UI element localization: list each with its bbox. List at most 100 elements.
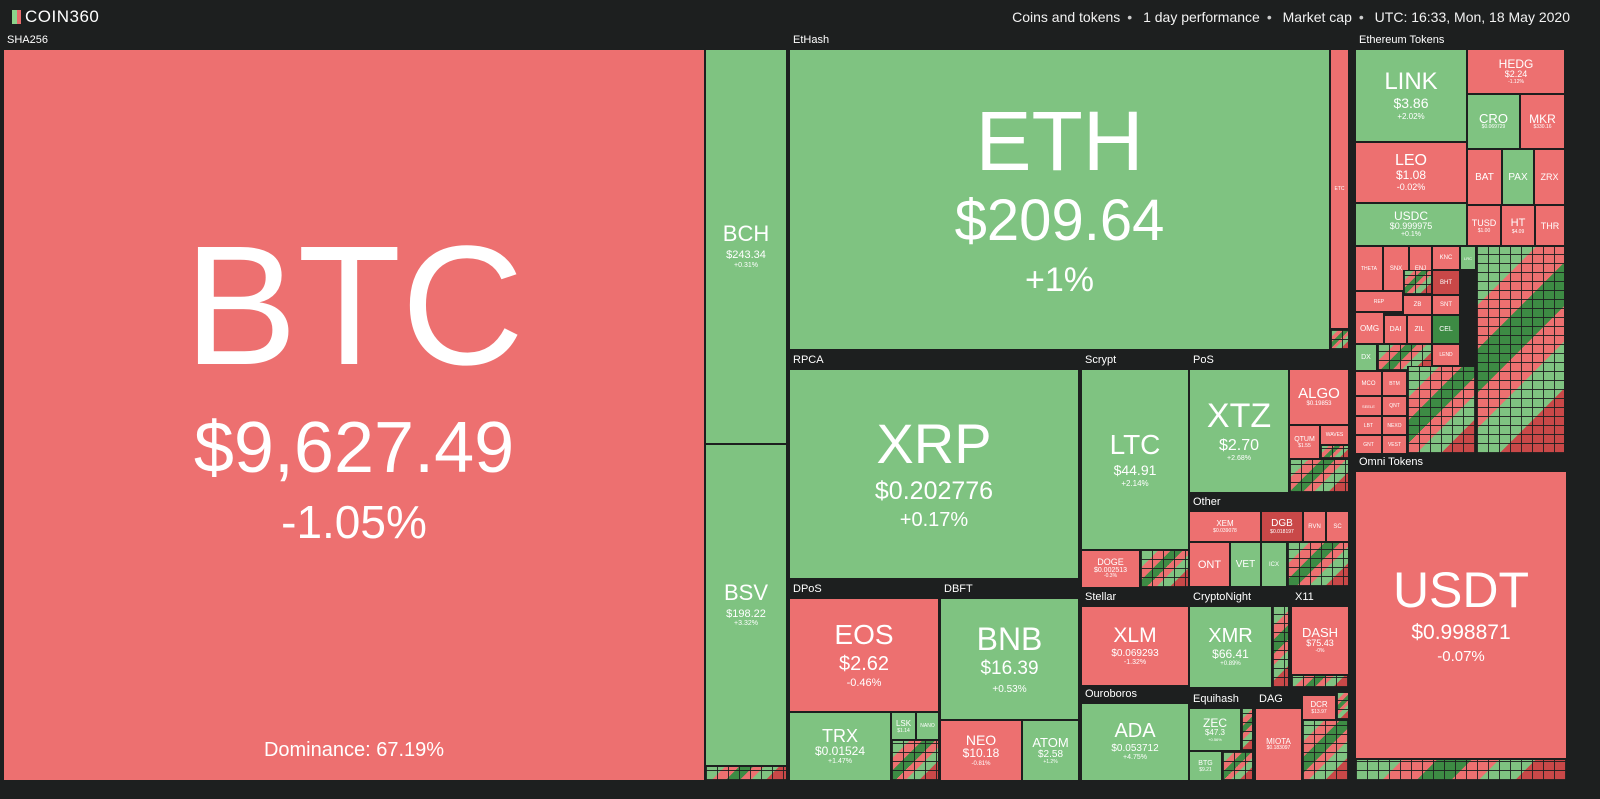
tile-btc[interactable]: BTC $9,627.49 -1.05% Dominance: 67.19% — [3, 49, 705, 781]
tile-vest[interactable]: VEST — [1382, 435, 1407, 454]
tile-rvn[interactable]: RVN — [1303, 511, 1326, 542]
tile-algo[interactable]: ALGO $0.19853 — [1289, 369, 1349, 425]
tile-dash[interactable]: DASH $75.43 -0% — [1291, 606, 1349, 675]
group-label-equihash: Equihash — [1189, 692, 1253, 707]
small-coins-equihash-b[interactable] — [1241, 708, 1253, 751]
small-coins-ethash[interactable] — [1330, 329, 1349, 350]
tile-etc[interactable]: ETC — [1330, 49, 1349, 329]
small-coins-ethereum-tokens-b[interactable] — [1377, 344, 1432, 371]
usdt-price: $0.998871 — [1411, 620, 1511, 644]
small-coins-equihash-a[interactable] — [1222, 751, 1253, 781]
tile-gnt[interactable]: GNT — [1355, 435, 1382, 454]
small-coins-omni-tokens[interactable] — [1355, 759, 1567, 781]
tile-bsv[interactable]: BSV $198.22 +3.32% — [705, 444, 787, 766]
tile-trx[interactable]: TRX $0.01524 +1.47% — [789, 712, 891, 781]
small-coins-dpos[interactable] — [891, 740, 939, 781]
tile-mco[interactable]: MCO — [1355, 371, 1382, 396]
small-coins-ethereum-tokens-d[interactable] — [1403, 270, 1432, 295]
tile-pax[interactable]: PAX — [1502, 149, 1534, 205]
filter-metric[interactable]: Market cap — [1282, 9, 1352, 25]
tile-neo[interactable]: NEO $10.18 -0.81% — [940, 720, 1022, 781]
tile-cro[interactable]: CRO $0.069729 — [1467, 94, 1520, 149]
tile-cel[interactable]: CEL — [1432, 315, 1460, 344]
tile-snx[interactable]: SNX — [1383, 246, 1409, 291]
zec-price: $47.3 — [1204, 727, 1226, 737]
tile-atom[interactable]: ATOM $2.58 +1.2% — [1022, 720, 1079, 781]
tile-zec[interactable]: ZEC $47.3 +0.56% — [1189, 708, 1241, 751]
small-coins-cryptonight[interactable] — [1272, 606, 1289, 688]
tile-eth[interactable]: ETH $209.64 +1% — [789, 49, 1330, 350]
tile-icx[interactable]: ICX — [1261, 542, 1287, 587]
tile-xrp[interactable]: XRP $0.202776 +0.17% — [789, 369, 1079, 579]
small-coins-other[interactable] — [1287, 542, 1349, 587]
small-coins-dag[interactable] — [1302, 720, 1349, 781]
tile-ont[interactable]: ONT — [1189, 542, 1230, 587]
tile-vet[interactable]: VET — [1230, 542, 1261, 587]
tile-bht[interactable]: BHT — [1432, 270, 1460, 295]
tile-seele[interactable]: SEELE — [1355, 396, 1382, 416]
xlm-change: -1.32% — [1123, 658, 1147, 666]
tile-miota[interactable]: MIOTA $0.183097 — [1255, 708, 1302, 781]
tile-zil[interactable]: ZIL — [1407, 315, 1432, 344]
tile-omg[interactable]: OMG — [1355, 312, 1384, 344]
tile-tusd[interactable]: TUSD $1.00 — [1467, 205, 1501, 246]
tile-dgb[interactable]: DGB $0.018197 — [1261, 511, 1303, 542]
tile-doge[interactable]: DOGE $0.002513 -0.3% — [1081, 550, 1140, 588]
tile-ltc[interactable]: LTC $44.91 +2.14% — [1081, 369, 1189, 550]
zil-symbol: ZIL — [1414, 326, 1425, 333]
tile-lbt[interactable]: LBT — [1355, 416, 1382, 435]
tile-dcr[interactable]: DCR $13.97 — [1302, 695, 1336, 720]
small-coins-ethereum-tokens-c[interactable] — [1407, 366, 1476, 454]
tile-dx[interactable]: DX — [1355, 344, 1377, 371]
small-coins-x11[interactable] — [1291, 675, 1349, 688]
small-coins-ethereum-tokens-a[interactable] — [1476, 246, 1565, 454]
tile-bat[interactable]: BAT — [1467, 149, 1502, 205]
filter-period[interactable]: 1 day performance — [1143, 9, 1260, 25]
tile-leo[interactable]: LEO $1.08 -0.02% — [1355, 142, 1467, 203]
tile-nexo[interactable]: NEXO — [1382, 416, 1407, 435]
hedg-change: -1.12% — [1508, 78, 1524, 85]
tile-nano[interactable]: NANO — [916, 712, 939, 740]
tile-rep[interactable]: REP — [1355, 291, 1403, 312]
small-coins-scrypt[interactable] — [1140, 550, 1189, 588]
tile-btm[interactable]: BTM — [1382, 371, 1407, 396]
tile-lend[interactable]: LEND — [1432, 344, 1460, 366]
filter-coins-tokens[interactable]: Coins and tokens — [1012, 9, 1121, 25]
tile-bch[interactable]: BCH $243.34 +0.31% — [705, 49, 787, 444]
tile-xlm[interactable]: XLM $0.069293 -1.32% — [1081, 606, 1189, 686]
tile-usdc[interactable]: USDC $0.999975 +0.1% — [1355, 203, 1467, 246]
tile-ada[interactable]: ADA $0.053712 +4.75% — [1081, 703, 1189, 781]
tile-xtz[interactable]: XTZ $2.70 +2.68% — [1189, 369, 1289, 493]
small-coins-pos-b[interactable] — [1320, 445, 1349, 459]
tile-knc[interactable]: KNC — [1432, 246, 1460, 270]
tile-hedg[interactable]: HEDG $2.24 -1.12% — [1467, 49, 1565, 94]
tile-theta[interactable]: THETA — [1355, 246, 1383, 291]
mkr-symbol: MKR — [1529, 111, 1556, 126]
tile-btg[interactable]: BTG $9.21 — [1189, 751, 1222, 781]
xmr-symbol: XMR — [1208, 624, 1253, 647]
tile-lrc[interactable]: LRC — [1460, 246, 1476, 270]
tile-sc[interactable]: SC — [1326, 511, 1349, 542]
tile-mkr[interactable]: MKR $330.16 — [1520, 94, 1565, 149]
small-coins-sha256[interactable] — [705, 766, 787, 781]
tile-ht[interactable]: HT $4.09 — [1501, 205, 1535, 246]
tile-bnb[interactable]: BNB $16.39 +0.53% — [940, 598, 1079, 720]
tile-dai[interactable]: DAI — [1384, 315, 1407, 344]
tile-usdt[interactable]: USDT $0.998871 -0.07% — [1355, 471, 1567, 759]
tile-qnt[interactable]: QNT — [1382, 396, 1407, 416]
tile-qtum[interactable]: QTUM $1.55 — [1289, 425, 1320, 459]
tile-waves[interactable]: WAVES — [1320, 425, 1349, 445]
tile-zb[interactable]: ZB — [1403, 295, 1432, 315]
tile-zrx[interactable]: ZRX — [1534, 149, 1565, 205]
tile-snt[interactable]: SNT — [1432, 295, 1460, 315]
tile-eos[interactable]: EOS $2.62 -0.46% — [789, 598, 939, 712]
small-coins-dag-b[interactable] — [1336, 692, 1349, 720]
small-coins-pos-a[interactable] — [1289, 459, 1349, 493]
rvn-symbol: RVN — [1308, 523, 1321, 530]
tile-thr[interactable]: THR — [1535, 205, 1565, 246]
tile-xem[interactable]: XEM $0.039078 — [1189, 511, 1261, 542]
coin360-logo[interactable]: COIN360 — [12, 7, 99, 27]
tile-link[interactable]: LINK $3.86 +2.02% — [1355, 49, 1467, 142]
tile-xmr[interactable]: XMR $66.41 +0.89% — [1189, 606, 1272, 688]
tile-lsk[interactable]: LSK $1.14 — [891, 712, 916, 740]
